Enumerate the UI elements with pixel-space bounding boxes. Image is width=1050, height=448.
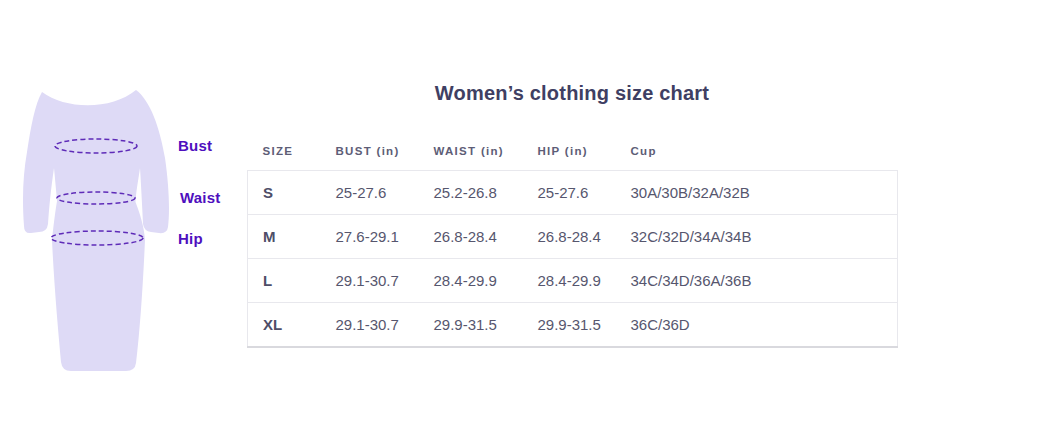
cell-size: S <box>248 171 321 215</box>
cell-waist: 29.9-31.5 <box>419 303 523 348</box>
table-row-l: L 29.1-30.7 28.4-29.9 28.4-29.9 34C/34D/… <box>248 259 898 303</box>
table-row-m: M 27.6-29.1 26.8-28.4 26.8-28.4 32C/32D/… <box>248 215 898 259</box>
cell-bust: 29.1-30.7 <box>321 303 419 348</box>
cell-bust: 25-27.6 <box>321 171 419 215</box>
bust-label: Bust <box>178 137 212 154</box>
cell-hip: 29.9-31.5 <box>523 303 616 348</box>
cell-hip: 26.8-28.4 <box>523 215 616 259</box>
cell-hip: 28.4-29.9 <box>523 259 616 303</box>
column-header-bust: BUST (in) <box>321 131 419 171</box>
cell-cup: 36C/36D <box>616 303 898 348</box>
column-header-cup: Cup <box>616 131 898 171</box>
table-row-xl: XL 29.1-30.7 29.9-31.5 29.9-31.5 36C/36D <box>248 303 898 348</box>
cell-bust: 27.6-29.1 <box>321 215 419 259</box>
column-header-size: SIZE <box>248 131 321 171</box>
cell-bust: 29.1-30.7 <box>321 259 419 303</box>
table-row-s: S 25-27.6 25.2-26.8 25-27.6 30A/30B/32A/… <box>248 171 898 215</box>
table-header-row: SIZE BUST (in) WAIST (in) HIP (in) Cup <box>248 131 898 171</box>
cell-cup: 32C/32D/34A/34B <box>616 215 898 259</box>
cell-waist: 26.8-28.4 <box>419 215 523 259</box>
cell-size: XL <box>248 303 321 348</box>
hip-label: Hip <box>178 230 203 247</box>
size-chart-table: SIZE BUST (in) WAIST (in) HIP (in) Cup S… <box>247 131 898 348</box>
column-header-hip: HIP (in) <box>523 131 616 171</box>
cell-waist: 28.4-29.9 <box>419 259 523 303</box>
cell-cup: 30A/30B/32A/32B <box>616 171 898 215</box>
page-title: Women’s clothing size chart <box>247 82 897 105</box>
cell-waist: 25.2-26.8 <box>419 171 523 215</box>
waist-label: Waist <box>180 189 220 206</box>
cell-cup: 34C/34D/36A/36B <box>616 259 898 303</box>
cell-size: L <box>248 259 321 303</box>
dress-silhouette <box>23 90 169 371</box>
column-header-waist: WAIST (in) <box>419 131 523 171</box>
table-header: SIZE BUST (in) WAIST (in) HIP (in) Cup <box>248 131 898 171</box>
cell-hip: 25-27.6 <box>523 171 616 215</box>
cell-size: M <box>248 215 321 259</box>
table-body: S 25-27.6 25.2-26.8 25-27.6 30A/30B/32A/… <box>248 171 898 348</box>
